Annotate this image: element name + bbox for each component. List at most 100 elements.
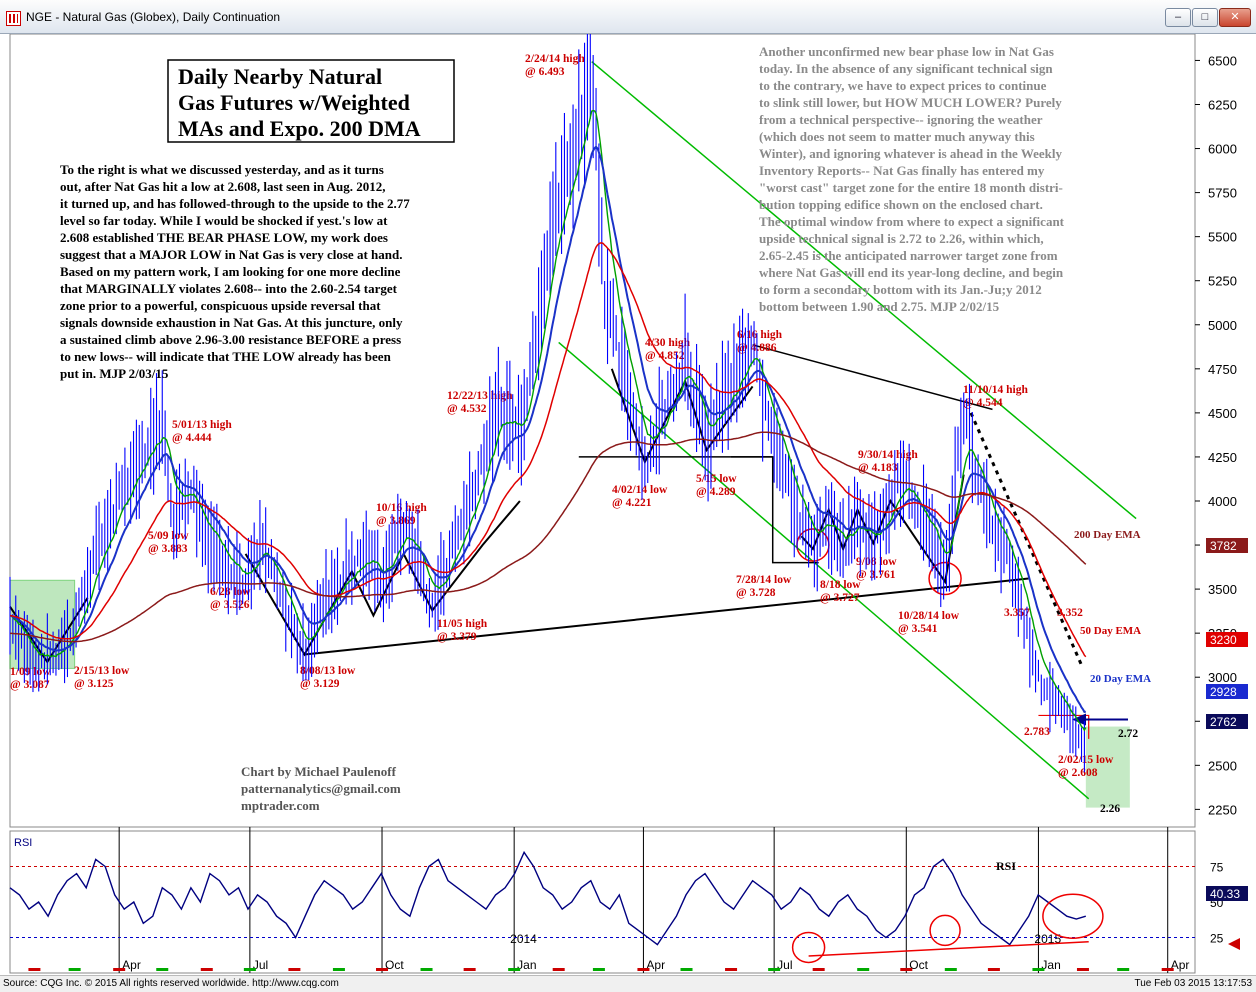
commentary-right-line: (which does not seem to matter much anyw…	[759, 129, 1035, 144]
commentary-left: To the right is what we discussed yester…	[60, 162, 410, 381]
rsi-last-value: 40.33	[1210, 887, 1240, 901]
annotation-label: 6/16 high	[737, 329, 783, 341]
month-marker	[1076, 968, 1089, 971]
annotation-value: @ 3.526	[210, 599, 250, 611]
commentary-left-line: out, after Nat Gas hit a low at 2.608, l…	[60, 179, 385, 194]
commentary-right-line: to the contrary, we have to expect price…	[759, 78, 1047, 93]
rsi-panel-title: RSI	[14, 837, 32, 849]
minimize-button[interactable]: –	[1165, 8, 1191, 27]
commentary-right-line: "worst cast" target zone for the entire …	[759, 180, 1063, 195]
x-tick-label: Apr	[646, 958, 665, 972]
annotation-value: @ 3.129	[300, 678, 340, 690]
level-226-label: 2.26	[1100, 803, 1120, 815]
x-tick-label: Jul	[253, 958, 268, 972]
rsi-annotation: RSI	[996, 859, 1016, 873]
y-tick-label: 5250	[1208, 274, 1237, 289]
dotted-downtrend-line	[969, 412, 1085, 670]
annotation-label: 5/09 low	[148, 530, 189, 542]
close-button[interactable]: ✕	[1219, 8, 1251, 27]
commentary-left-line: put in. MJP 2/03/15	[60, 366, 169, 381]
rsi-highlight-circle	[929, 914, 961, 947]
ema20-label: 20 Day EMA	[1090, 673, 1151, 685]
neckline-trendline	[304, 577, 1029, 656]
annotation-label: 5/15 low	[696, 473, 737, 485]
month-marker	[637, 968, 650, 971]
month-marker	[332, 968, 345, 971]
month-marker	[156, 968, 169, 971]
commentary-right-line: to slink still lower, but HOW MUCH LOWER…	[759, 95, 1062, 110]
annotation-value: @ 3.087	[10, 679, 50, 691]
ema200-label: 200 Day EMA	[1074, 529, 1141, 541]
annotation-label: 10/16 high	[376, 502, 427, 514]
scroll-left-icon[interactable]	[1228, 938, 1240, 950]
rsi-highlight-circle	[1042, 893, 1104, 939]
last-price-tag-value: 2762	[1210, 715, 1237, 729]
annotation-value: @ 3.728	[736, 587, 776, 599]
annotation-label: 4/30 high	[645, 337, 691, 349]
maximize-button[interactable]: □	[1192, 8, 1218, 27]
annotation-value: @ 3.379	[437, 631, 477, 643]
annotation-label: 2/02/15 low	[1058, 754, 1114, 766]
annotation-label: 2/15/13 low	[74, 665, 130, 677]
annotation-value: @ 3.125	[74, 678, 114, 690]
y-tick-label: 5750	[1208, 186, 1237, 201]
y-tick-label: 2250	[1208, 802, 1237, 817]
channel-upper-line	[591, 61, 1137, 520]
annotation-value: @ 3.869	[376, 515, 416, 527]
ema50-line	[9, 242, 1087, 658]
annotation-label: 2/24/14 high	[525, 53, 585, 65]
annotation-label: 11/05 high	[437, 618, 488, 630]
credit-line-1: Chart by Michael Paulenoff	[241, 764, 397, 779]
rsi-highlight-circle	[791, 931, 826, 964]
commentary-left-line: to new lows-- will indicate that THE LOW…	[60, 349, 392, 364]
commentary-left-line: Based on my pattern work, I am looking f…	[60, 264, 401, 279]
month-marker	[463, 968, 476, 971]
commentary-left-line: suggest that a MAJOR LOW in Nat Gas is v…	[60, 247, 402, 262]
rsi-line	[9, 850, 1086, 946]
month-marker	[420, 968, 433, 971]
annotation-value: @ 4.852	[645, 350, 685, 362]
title-box	[167, 59, 455, 143]
weighted-ma-line	[9, 109, 1087, 732]
level-272-label: 2.72	[1118, 728, 1138, 740]
ema20-line	[9, 145, 1086, 713]
rsi-tick-label: 75	[1210, 861, 1224, 875]
annotation-label: 6/28 low	[210, 586, 251, 598]
title-line-1: Daily Nearby Natural	[178, 64, 382, 89]
x-tick-label: Jan	[1041, 958, 1060, 972]
commentary-right-line: The optimal window from where to expect …	[759, 214, 1065, 229]
commentary-right-line: Inventory Reports-- Nat Gas finally has …	[759, 163, 1045, 178]
annotation-value: @ 4.221	[612, 497, 652, 509]
x-tick-label: Jan	[517, 958, 536, 972]
month-marker	[592, 968, 605, 971]
annotation-value: @ 4.532	[447, 403, 487, 415]
annotation-label: 4/02/14 low	[612, 484, 668, 496]
price-panel-frame	[9, 34, 1196, 828]
commentary-right-line: bottom between 1.90 and 2.75. MJP 2/02/1…	[759, 299, 1000, 314]
commentary-left-line: that MARGINALLY violates 2.608-- into th…	[60, 281, 398, 296]
commentary-right-line: today. In the absence of any significant…	[759, 61, 1053, 76]
footer-source: Source: CQG Inc. © 2015 All rights reser…	[3, 978, 339, 989]
ema50-tag	[1206, 632, 1248, 647]
month-marker	[768, 968, 781, 971]
annotation-value: @ 4.544	[963, 397, 1003, 409]
annotation-label: 3.357	[1004, 607, 1030, 619]
commentary-right-line: to form a secondary bottom with its Jan.…	[759, 282, 1042, 297]
x-tick-label: Apr	[122, 958, 141, 972]
window-titlebar: NGE - Natural Gas (Globex), Daily Contin…	[0, 0, 1256, 34]
commentary-left-line: level so far today. While I would be sho…	[60, 213, 388, 228]
x-tick-label: Jul	[777, 958, 792, 972]
y-tick-label: 6500	[1208, 53, 1237, 68]
commentary-right-line: bution topping edifice shown on the encl…	[759, 197, 1043, 212]
title-line-3: MAs and Expo. 200 DMA	[178, 116, 421, 141]
credit-line-3: mptrader.com	[241, 798, 320, 813]
title-line-2: Gas Futures w/Weighted	[178, 90, 410, 115]
annotation-value: @ 4.183	[858, 462, 898, 474]
annotation-value: @ 3.883	[148, 543, 188, 555]
x-year-label: 2015	[1034, 932, 1061, 946]
rsi-divergence-line	[808, 941, 1089, 957]
upper-resistance-line	[752, 344, 993, 411]
status-footer: Source: CQG Inc. © 2015 All rights reser…	[0, 975, 1256, 992]
ema50-label: 50 Day EMA	[1080, 625, 1141, 637]
annotation-label: 7/28/14 low	[736, 574, 792, 586]
